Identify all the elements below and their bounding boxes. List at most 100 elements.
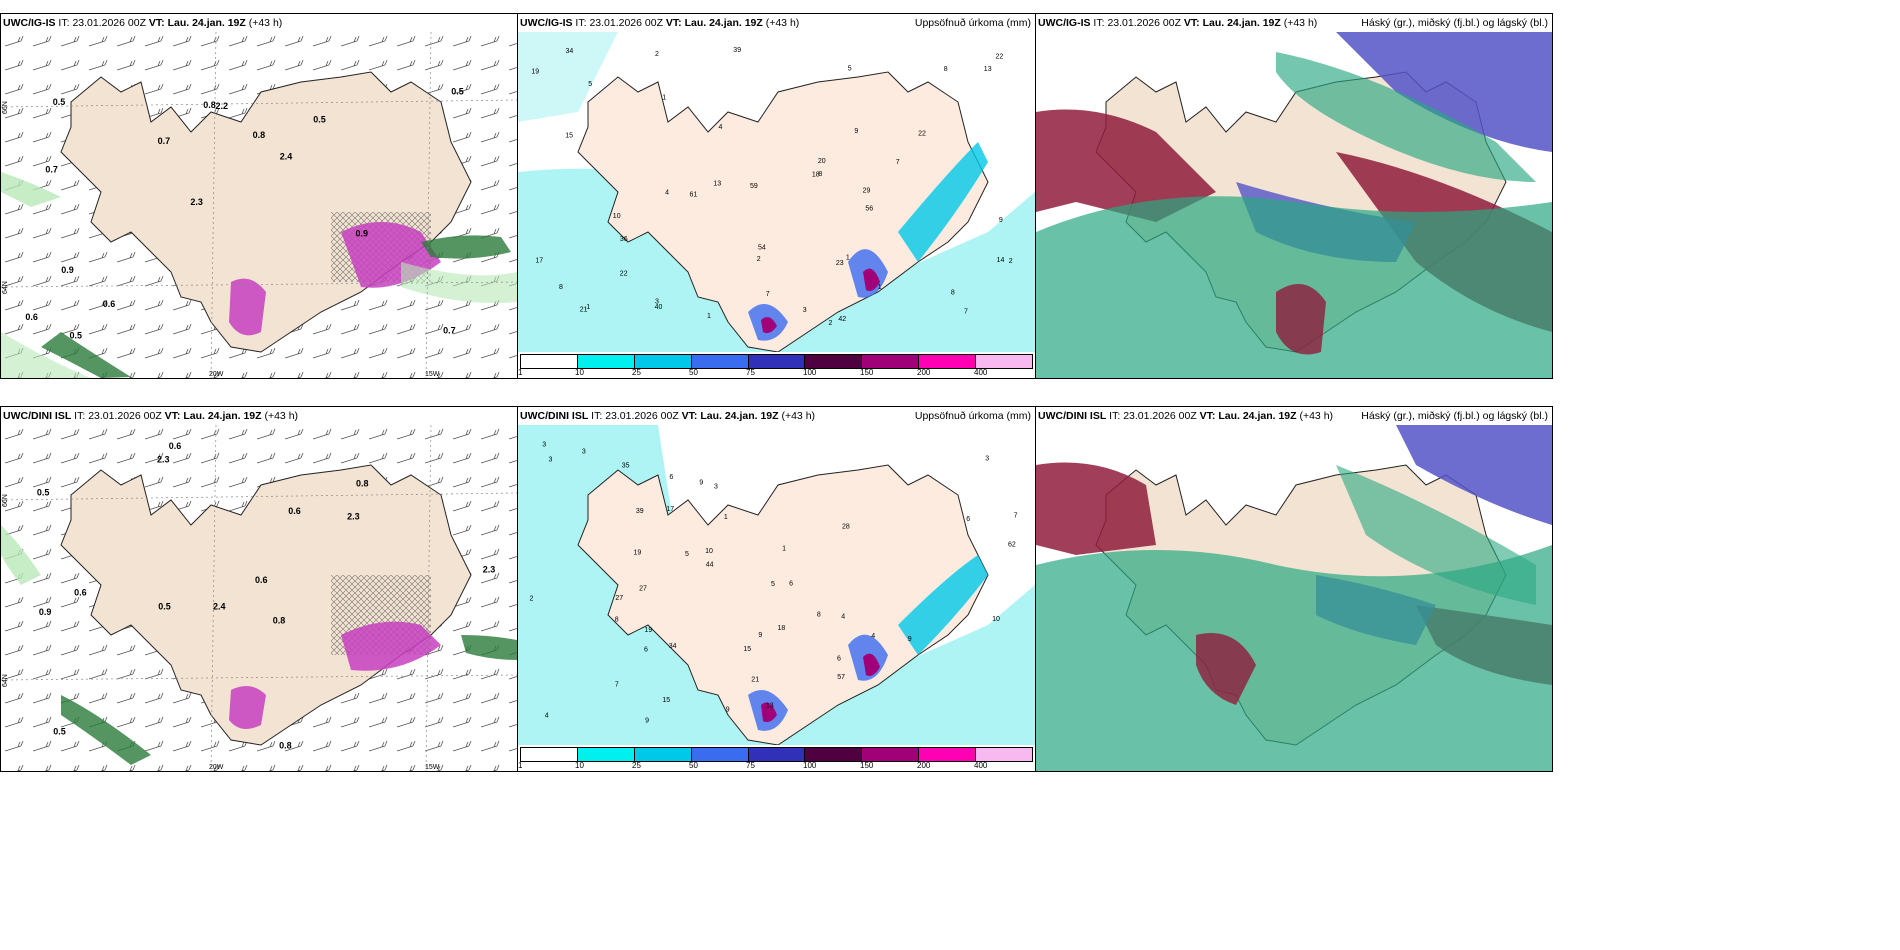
value-label: 20 xyxy=(818,158,826,165)
value-label: 2.2 xyxy=(216,101,229,111)
value-label: 1 xyxy=(586,304,590,311)
value-label: 57 xyxy=(837,674,845,681)
value-label: 15 xyxy=(565,133,573,140)
value-label: 7 xyxy=(1014,513,1018,520)
panel-clouds-row2: UWC/DINI ISL IT: 23.01.2026 00Z VT: Lau.… xyxy=(1035,406,1553,772)
value-label: 2.3 xyxy=(157,454,170,464)
value-label: 15 xyxy=(743,646,751,653)
value-label: 13 xyxy=(766,703,774,710)
colorbar-label: 25 xyxy=(632,761,641,770)
value-label: 8 xyxy=(818,171,822,178)
lat-label: 64N xyxy=(2,674,9,687)
lon-label: 15W xyxy=(425,764,440,771)
value-label: 0.5 xyxy=(53,97,66,107)
colorbar-swatch xyxy=(691,355,749,368)
value-label: 0.9 xyxy=(39,607,52,617)
value-label: 17 xyxy=(535,258,543,265)
colorbar-swatch xyxy=(521,355,578,368)
value-label: 10 xyxy=(613,213,621,220)
model-name: UWC/DINI ISL xyxy=(3,410,72,422)
panel-precip-accum-row2: UWC/DINI ISL IT: 23.01.2026 00Z VT: Lau.… xyxy=(517,406,1036,772)
value-label: 1 xyxy=(707,313,711,320)
value-label: 19 xyxy=(645,627,653,634)
value-label: 23 xyxy=(836,260,844,267)
panel-header: UWC/IG-IS IT: 23.01.2026 00Z VT: Lau. 24… xyxy=(1,14,517,32)
value-label: 19 xyxy=(531,69,539,76)
colorbar-swatch xyxy=(577,355,635,368)
colorbar: 1 10 25 50 75 100 150 200 400 xyxy=(518,745,1035,771)
value-label: 21 xyxy=(580,307,588,314)
value-label: 0.6 xyxy=(74,587,87,597)
value-label: 4 xyxy=(841,614,845,621)
value-label: 2.4 xyxy=(280,152,293,162)
colorbar-label: 150 xyxy=(860,368,874,377)
map-clouds xyxy=(1036,425,1552,771)
panel-precip-accum-row1: UWC/IG-IS IT: 23.01.2026 00Z VT: Lau. 24… xyxy=(517,13,1036,379)
value-label: 10 xyxy=(705,548,713,555)
panel-header: UWC/IG-IS IT: 23.01.2026 00Z VT: Lau. 24… xyxy=(518,14,1035,32)
value-label: 9 xyxy=(908,636,912,643)
value-label: 8 xyxy=(951,290,955,297)
it-label: IT: xyxy=(58,17,70,29)
value-label: 34 xyxy=(566,48,574,55)
value-label: 28 xyxy=(842,524,850,531)
map-precip: 3323763344466989515717106221152727181999… xyxy=(518,425,1035,745)
colorbar-swatch xyxy=(862,748,920,761)
value-label: 0.7 xyxy=(158,136,171,146)
value-label: 40 xyxy=(655,304,663,311)
value-label: 1 xyxy=(724,514,728,521)
value-label: 0.8 xyxy=(203,100,216,110)
value-label: 10 xyxy=(992,616,1000,623)
value-label: 9 xyxy=(726,707,730,714)
colorbar-swatch xyxy=(748,748,806,761)
value-label: 3 xyxy=(655,299,659,306)
colorbar-swatch xyxy=(691,748,749,761)
colorbar-swatch xyxy=(976,355,1033,368)
value-label: 0.6 xyxy=(169,441,182,451)
value-label: 13 xyxy=(984,66,992,73)
colorbar-label: 100 xyxy=(803,761,817,770)
lon-label: 20W xyxy=(209,371,224,378)
colorbar-swatch xyxy=(919,355,977,368)
value-label: 0.7 xyxy=(45,165,58,175)
value-label: 0.5 xyxy=(70,330,83,340)
colorbar-swatch xyxy=(919,748,977,761)
value-label: 2.4 xyxy=(213,602,226,612)
value-labels: 3323763344466989515717106221152727181999… xyxy=(530,442,1018,725)
value-label: 22 xyxy=(620,270,628,277)
value-label: 1 xyxy=(662,95,666,102)
lon-label: 15W xyxy=(425,371,440,378)
value-label: 5 xyxy=(588,81,592,88)
value-label: 6 xyxy=(669,474,673,481)
value-label: 0.6 xyxy=(25,312,38,322)
vt-value: Lau. 24.jan. 19Z xyxy=(167,17,246,29)
value-label: 1 xyxy=(782,545,786,552)
model-name: UWC/IG-IS xyxy=(3,17,56,29)
value-label: 0.6 xyxy=(255,575,268,585)
colorbar-label: 25 xyxy=(632,368,641,377)
value-label: 3 xyxy=(542,442,546,449)
value-label: 21 xyxy=(751,676,759,683)
value-label: 3 xyxy=(549,457,553,464)
value-label: 13 xyxy=(713,180,721,187)
value-label: 36 xyxy=(620,236,628,243)
colorbar-label: 10 xyxy=(575,368,584,377)
value-label: 8 xyxy=(615,616,619,623)
value-label: 0.5 xyxy=(451,87,464,97)
value-label: 0.8 xyxy=(356,478,369,488)
value-label: 2.3 xyxy=(190,197,203,207)
panel-title: Uppsöfnuð úrkoma (mm) xyxy=(914,17,1031,29)
panel-clouds-row1: UWC/IG-IS IT: 23.01.2026 00Z VT: Lau. 24… xyxy=(1035,13,1553,379)
panel-wind-precip-row1: UWC/IG-IS IT: 23.01.2026 00Z VT: Lau. 24… xyxy=(0,13,518,379)
value-label: 2 xyxy=(530,596,534,603)
value-label: 5 xyxy=(771,581,775,588)
value-label: 7 xyxy=(896,159,900,166)
value-label: 27 xyxy=(615,595,623,602)
value-label: 4 xyxy=(871,633,875,640)
value-label: 44 xyxy=(706,561,714,568)
value-label: 34 xyxy=(669,643,677,650)
value-label: 2.3 xyxy=(347,512,360,522)
value-label: 0.8 xyxy=(279,741,292,751)
colorbar-swatch xyxy=(805,355,863,368)
value-label: 27 xyxy=(639,586,647,593)
